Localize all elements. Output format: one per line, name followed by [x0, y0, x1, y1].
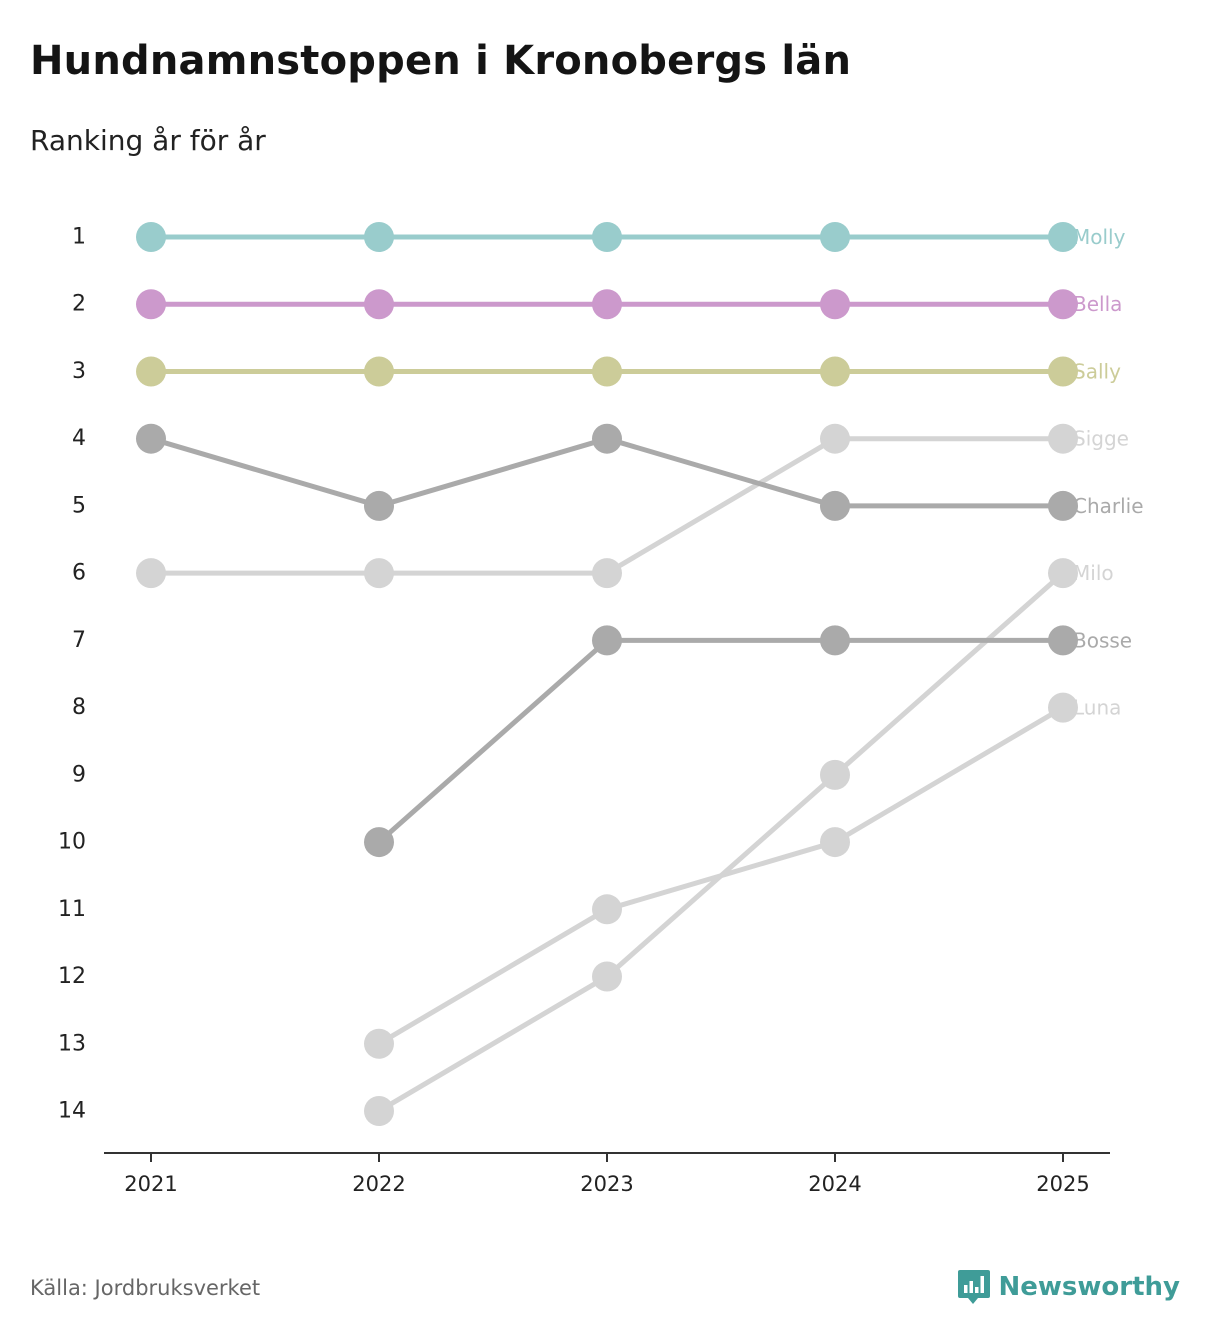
data-point-molly[interactable]	[592, 222, 622, 252]
brand-name: Newsworthy	[998, 1272, 1180, 1302]
x-axis: 2021 2022 2023 2024 2025	[124, 1153, 1090, 1196]
y-tick-label: 7	[72, 628, 86, 653]
y-tick-label: 5	[72, 493, 86, 518]
series-label-bella: Bella	[1073, 292, 1122, 316]
data-point-bella[interactable]	[820, 289, 850, 320]
y-tick-label: 13	[58, 1031, 86, 1056]
x-tick-label: 2025	[1036, 1172, 1089, 1196]
data-point-milo[interactable]	[364, 1096, 394, 1126]
chart-subtitle: Ranking år för år	[30, 124, 266, 157]
data-point-milo[interactable]	[592, 961, 622, 992]
y-tick-label: 3	[72, 359, 86, 384]
series-line-milo	[376, 570, 1066, 1114]
series-label-charlie: Charlie	[1073, 494, 1144, 518]
data-point-luna[interactable]	[820, 827, 850, 858]
data-point-bosse[interactable]	[364, 827, 394, 858]
y-tick-label: 2	[72, 292, 86, 317]
x-tick-label: 2023	[580, 1172, 633, 1196]
data-point-milo[interactable]	[1048, 558, 1078, 589]
data-point-molly[interactable]	[820, 222, 850, 252]
data-point-molly[interactable]	[364, 222, 394, 252]
series-points	[136, 222, 1078, 1126]
series-line-bosse	[376, 637, 1066, 845]
data-point-sally[interactable]	[820, 356, 850, 387]
series-label-molly: Molly	[1073, 225, 1126, 249]
series-line-luna	[376, 705, 1066, 1047]
data-point-luna[interactable]	[592, 894, 622, 925]
y-tick-label: 11	[58, 897, 86, 922]
data-point-sally[interactable]	[136, 356, 166, 387]
x-tick-label: 2022	[352, 1172, 405, 1196]
y-tick-label: 9	[72, 762, 86, 787]
brand-logo[interactable]: Newsworthy	[957, 1268, 1180, 1306]
data-point-sally[interactable]	[1048, 356, 1078, 387]
y-tick-label: 4	[72, 426, 86, 451]
series-label-sigge: Sigge	[1073, 427, 1129, 451]
data-point-charlie[interactable]	[364, 490, 394, 521]
source-note: Källa: Jordbruksverket	[30, 1276, 261, 1300]
series-label-milo: Milo	[1073, 561, 1114, 585]
y-tick-label: 6	[72, 561, 86, 586]
data-point-bella[interactable]	[136, 289, 166, 320]
data-point-luna[interactable]	[364, 1028, 394, 1059]
chart-title: Hundnamnstoppen i Kronobergs län	[30, 38, 852, 84]
data-point-sigge[interactable]	[136, 558, 166, 589]
data-point-bella[interactable]	[592, 289, 622, 320]
data-point-bosse[interactable]	[820, 625, 850, 656]
data-point-charlie[interactable]	[1048, 490, 1078, 521]
series-label-luna: Luna	[1073, 696, 1121, 720]
data-point-molly[interactable]	[1048, 222, 1078, 252]
data-point-sigge[interactable]	[1048, 423, 1078, 454]
x-tick-label: 2021	[124, 1172, 177, 1196]
data-point-sally[interactable]	[364, 356, 394, 387]
y-tick-label: 8	[72, 695, 86, 720]
series-end-labels: Sigge Milo Luna Charlie Bosse Molly Bella Sally	[1073, 225, 1144, 720]
data-point-luna[interactable]	[1048, 692, 1078, 723]
data-point-bella[interactable]	[364, 289, 394, 320]
data-point-sigge[interactable]	[820, 423, 850, 454]
y-tick-label: 12	[58, 964, 86, 989]
data-point-milo[interactable]	[820, 759, 850, 790]
y-tick-label: 1	[72, 225, 86, 250]
data-point-sally[interactable]	[592, 356, 622, 387]
data-point-sigge[interactable]	[592, 558, 622, 589]
series-label-bosse: Bosse	[1073, 628, 1132, 652]
y-tick-label: 10	[58, 830, 86, 855]
data-point-charlie[interactable]	[592, 423, 622, 454]
data-point-bosse[interactable]	[592, 625, 622, 656]
data-point-sigge[interactable]	[364, 558, 394, 589]
data-point-bella[interactable]	[1048, 289, 1078, 320]
series-label-sally: Sally	[1073, 359, 1121, 383]
newsworthy-logo-icon	[957, 1270, 990, 1304]
y-tick-label: 14	[58, 1099, 86, 1124]
data-point-molly[interactable]	[136, 222, 166, 252]
data-point-charlie[interactable]	[820, 490, 850, 521]
data-point-bosse[interactable]	[1048, 625, 1078, 656]
data-point-charlie[interactable]	[136, 423, 166, 454]
x-tick-label: 2024	[808, 1172, 861, 1196]
